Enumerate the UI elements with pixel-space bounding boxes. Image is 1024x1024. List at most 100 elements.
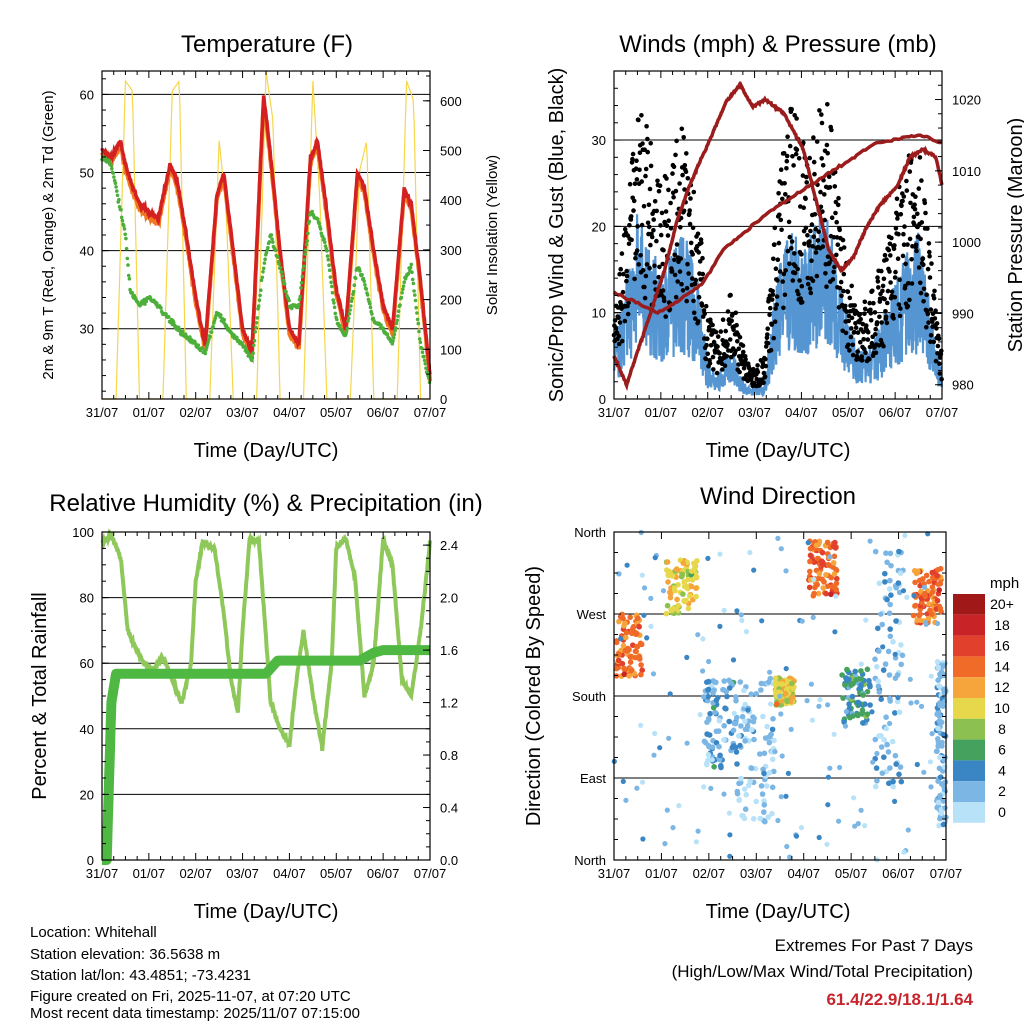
gust-point xyxy=(696,319,701,324)
direction-point xyxy=(887,633,894,640)
gust-point xyxy=(923,210,928,216)
gust-point xyxy=(666,187,671,193)
direction-point xyxy=(731,710,737,716)
gust-point xyxy=(808,228,813,234)
gust-point xyxy=(784,166,789,171)
direction-point xyxy=(879,770,886,776)
x-tick-label: 01/07 xyxy=(645,405,678,420)
dewpoint-point xyxy=(393,329,397,333)
direction-point xyxy=(618,636,624,642)
legend-swatch xyxy=(953,802,985,823)
dewpoint-point xyxy=(155,301,159,306)
direction-point xyxy=(915,568,921,574)
direction-point xyxy=(937,580,944,587)
direction-point xyxy=(707,710,713,717)
legend-title: mph xyxy=(990,575,1019,592)
direction-point xyxy=(692,565,698,572)
gust-point xyxy=(891,316,896,321)
direction-point xyxy=(736,797,742,803)
gust-point xyxy=(789,107,794,112)
direction-point xyxy=(769,756,776,763)
gust-point xyxy=(644,124,649,129)
direction-point xyxy=(636,653,643,660)
direction-point xyxy=(688,583,695,590)
direction-point xyxy=(684,654,690,661)
gust-point xyxy=(720,317,726,323)
dewpoint-point xyxy=(417,329,421,334)
direction-point xyxy=(767,669,773,675)
direction-point xyxy=(816,703,822,709)
direction-point xyxy=(939,739,945,746)
gust-point xyxy=(903,261,908,267)
direction-point xyxy=(705,757,711,764)
direction-point xyxy=(887,601,893,608)
gust-point xyxy=(805,275,811,281)
direction-point xyxy=(713,679,719,686)
direction-point xyxy=(627,654,634,660)
legend-label: 4 xyxy=(998,762,1006,778)
dewpoint-point xyxy=(303,252,307,256)
direction-point xyxy=(855,711,862,717)
gust-point xyxy=(904,178,909,184)
direction-point xyxy=(810,614,816,621)
direction-point xyxy=(887,626,893,632)
gust-point xyxy=(619,251,625,256)
direction-point xyxy=(772,675,779,682)
gust-point xyxy=(774,294,780,299)
direction-point xyxy=(664,807,670,813)
direction-point xyxy=(907,676,913,682)
y-tick-label-right: 0.8 xyxy=(440,748,458,763)
gust-point xyxy=(918,280,923,286)
dewpoint-point xyxy=(277,262,281,266)
dewpoint-point xyxy=(181,329,185,334)
gust-point xyxy=(656,188,662,194)
direction-point xyxy=(737,742,743,749)
direction-point xyxy=(855,821,861,827)
gust-point xyxy=(836,195,841,201)
direction-point xyxy=(733,698,739,704)
gust-point xyxy=(664,176,669,181)
gust-point xyxy=(913,194,918,199)
direction-point xyxy=(749,726,755,733)
gust-point xyxy=(852,329,857,335)
direction-point xyxy=(775,817,781,824)
gust-point xyxy=(770,288,775,294)
direction-point xyxy=(675,602,682,609)
direction-point xyxy=(716,743,722,750)
dewpoint-point xyxy=(124,236,128,241)
dewpoint-point xyxy=(275,255,280,259)
gust-point xyxy=(862,306,868,312)
gust-point xyxy=(911,214,917,220)
direction-point xyxy=(620,642,627,649)
humidity-panel: Relative Humidity (%) & Precipitation (i… xyxy=(29,490,483,923)
direction-point xyxy=(824,583,831,590)
gust-point xyxy=(841,288,846,294)
gust-point xyxy=(815,238,821,243)
gust-point xyxy=(765,340,771,346)
gust-point xyxy=(663,209,669,214)
direction-point xyxy=(664,602,671,609)
direction-point xyxy=(830,584,837,590)
direction-point xyxy=(890,778,896,785)
dewpoint-point xyxy=(219,313,223,317)
gust-point xyxy=(811,234,817,239)
direction-point xyxy=(893,585,899,591)
dewpoint-point xyxy=(422,354,426,359)
gust-point xyxy=(893,269,898,275)
direction-point xyxy=(864,711,871,717)
legend-swatch xyxy=(953,739,985,761)
direction-point xyxy=(721,607,727,613)
direction-point xyxy=(836,818,842,824)
direction-point xyxy=(753,798,759,805)
direction-title: Wind Direction xyxy=(700,483,856,510)
gust-point xyxy=(864,323,869,328)
legend-label: 16 xyxy=(994,638,1010,654)
direction-point xyxy=(840,695,846,701)
direction-point xyxy=(641,585,648,591)
gust-point xyxy=(654,208,659,214)
direction-point xyxy=(705,555,711,562)
dewpoint-point xyxy=(125,256,130,261)
direction-point xyxy=(926,578,932,585)
direction-point xyxy=(738,775,744,782)
temp-9m-line xyxy=(100,100,432,382)
